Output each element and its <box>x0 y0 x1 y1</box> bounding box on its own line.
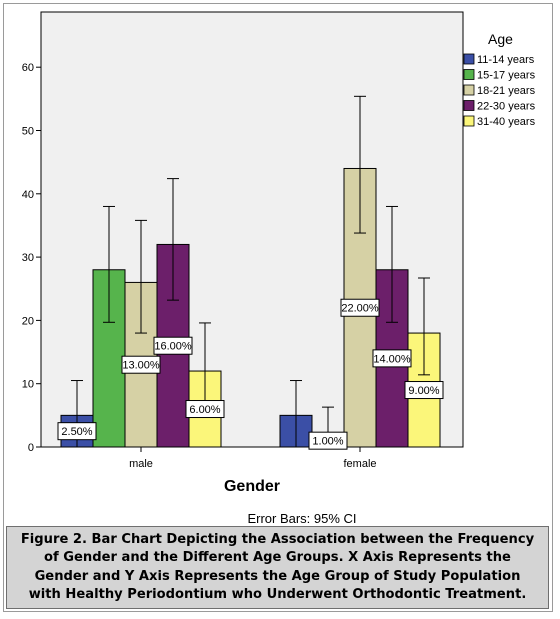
data-label-male-0: 2.50% <box>61 426 92 438</box>
data-label-box <box>153 336 193 355</box>
legend-label-2: 18-21 years <box>477 85 536 97</box>
data-label-box <box>57 422 97 441</box>
legend-label-3: 22-30 years <box>477 101 536 113</box>
y-tick-label: 20 <box>22 315 34 327</box>
y-axis: 0 10 20 30 40 50 60 <box>22 62 41 454</box>
y-tick-label: 0 <box>28 442 34 454</box>
x-tick-label-male: male <box>129 458 153 470</box>
y-tick-label: 60 <box>22 62 34 74</box>
y-tick-label: 40 <box>22 189 34 201</box>
y-tick-label: 30 <box>22 252 34 264</box>
y-tick-label: 10 <box>22 379 34 391</box>
data-label-box <box>185 400 225 419</box>
bar-chart: 2.50% 1.00% 13.00% 22.00% 16.00% 14.00% 6.00% 9… <box>22 11 536 526</box>
legend-label-4: 31-40 years <box>477 116 536 128</box>
data-label-male-2: 13.00% <box>122 360 160 372</box>
data-label-box <box>340 298 380 317</box>
legend-swatch-1 <box>463 69 475 80</box>
data-label-male-3: 16.00% <box>154 341 192 353</box>
legend-swatch-4 <box>463 115 475 127</box>
legend-title: Age <box>488 31 513 47</box>
y-tick-label: 50 <box>22 126 34 138</box>
legend-label-1: 15-17 years <box>477 70 536 82</box>
legend-swatch-2 <box>463 84 475 96</box>
legend-label-0: 11-14 years <box>477 54 535 66</box>
data-label-box <box>121 355 161 374</box>
data-label-male-4: 6.00% <box>189 404 220 416</box>
data-label-female-4: 9.00% <box>408 385 439 397</box>
data-label-female-1: 1.00% <box>312 436 343 448</box>
figure-caption-box: Figure 2. Bar Chart Depicting the Associ… <box>6 526 549 609</box>
data-label-box <box>372 349 412 368</box>
data-label-box <box>308 431 348 450</box>
x-tick-label-female: female <box>343 458 376 470</box>
legend-swatch-3 <box>463 100 475 111</box>
x-axis: male female <box>129 447 377 470</box>
data-label-box <box>404 381 444 400</box>
error-bars-note: Error Bars: 95% CI <box>247 511 356 526</box>
bars-layer: 2.50% 1.00% 13.00% 22.00% 16.00% 14.00% 6.00% 9… <box>57 95 444 450</box>
data-label-female-3: 14.00% <box>373 353 411 365</box>
x-axis-title: Gender <box>224 478 280 495</box>
legend-swatch-0 <box>463 53 475 65</box>
legend: Age 11-14 years 15-17 years 18-21 years 22-… <box>463 31 536 128</box>
figure-caption: Figure 2. Bar Chart Depicting the Associ… <box>20 531 535 603</box>
data-label-female-2: 22.00% <box>341 303 379 315</box>
